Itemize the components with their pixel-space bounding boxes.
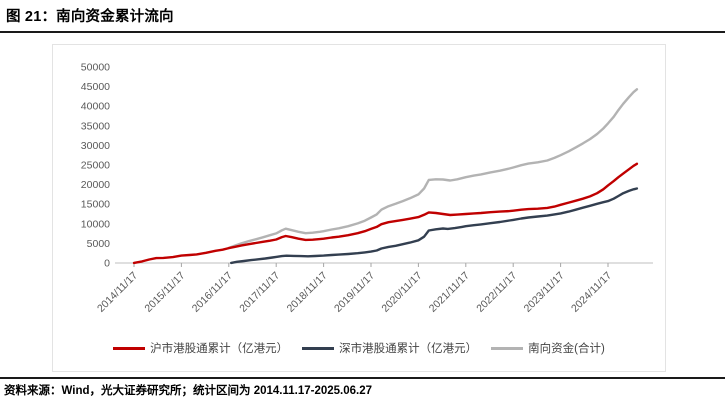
y-axis-tick-label: 25000 <box>81 160 110 172</box>
x-axis-tick-label: 2016/11/17 <box>190 270 235 315</box>
line-chart: 0 5000 10000 15000 20000 25000 30000 35000 40000… <box>81 62 653 315</box>
series-line <box>229 187 639 265</box>
x-axis-tick-label: 2015/11/17 <box>142 270 187 315</box>
y-axis-tick-label: 5000 <box>87 238 111 250</box>
series-line <box>132 162 639 265</box>
y-axis-tick-label: 45000 <box>81 81 110 93</box>
legend-line-swatch <box>113 346 146 350</box>
x-axis-tick-label: 2019/11/17 <box>332 270 377 315</box>
y-axis-tick-label: 10000 <box>81 218 110 230</box>
x-axis-tick-label: 2014/11/17 <box>95 270 140 315</box>
x-axis-tick-label: 2023/11/17 <box>522 270 567 315</box>
y-axis-tick-label: 40000 <box>81 101 110 113</box>
legend-line-swatch <box>302 346 335 350</box>
figure-title: 图 21：南向资金累计流向 <box>6 9 174 25</box>
legend-line-swatch <box>491 346 524 350</box>
legend-label: 南向资金(合计) <box>528 343 605 355</box>
y-axis-tick-label: 50000 <box>81 62 110 74</box>
legend-item-0: 沪市港股通累计（亿港元） <box>113 340 288 356</box>
series-line <box>227 88 639 250</box>
x-axis-tick-label: 2020/11/17 <box>379 270 424 315</box>
chart-legend: 沪市港股通累计（亿港元） 深市港股通累计（亿港元） 南向资金(合计) <box>53 340 665 356</box>
legend-label: 深市港股通累计（亿港元） <box>339 343 478 355</box>
legend-item-1: 深市港股通累计（亿港元） <box>302 340 477 356</box>
legend-label: 沪市港股通累计（亿港元） <box>150 343 289 355</box>
chart-container: 0 5000 10000 15000 20000 25000 30000 35000 40000… <box>52 44 666 372</box>
x-axis-tick-label: 2018/11/17 <box>285 270 330 315</box>
x-axis-tick-label: 2017/11/17 <box>237 270 282 315</box>
y-axis-tick-label: 30000 <box>81 140 110 152</box>
x-axis-tick-label: 2021/11/17 <box>427 270 472 315</box>
title-divider <box>0 31 725 33</box>
y-axis-tick-label: 20000 <box>81 179 110 191</box>
y-axis-tick-label: 15000 <box>81 199 110 211</box>
x-axis-tick-label: 2022/11/17 <box>474 270 519 315</box>
footer-divider <box>0 377 725 379</box>
source-note: 资料来源：Wind，光大证券研究所；统计区间为 2014.11.17-2025.… <box>4 385 372 397</box>
x-axis-tick-label: 2024/11/17 <box>569 270 614 315</box>
legend-item-2: 南向资金(合计) <box>491 340 605 356</box>
y-axis-tick-label: 35000 <box>81 120 110 132</box>
y-axis-tick-label: 0 <box>104 258 110 270</box>
